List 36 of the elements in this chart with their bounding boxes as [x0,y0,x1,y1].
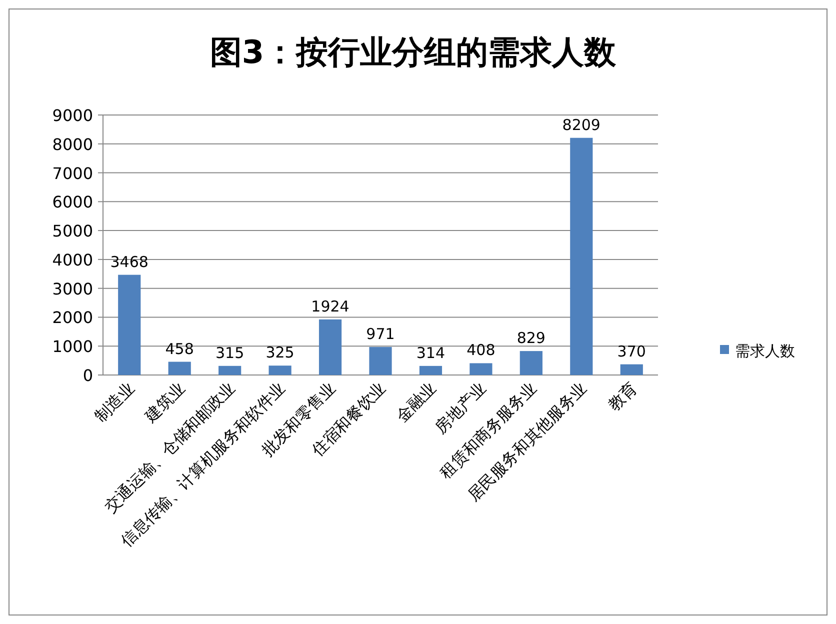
bar [419,366,442,375]
data-label: 408 [466,341,496,360]
bar [268,366,292,375]
bar [620,364,643,375]
data-label: 458 [165,340,194,358]
bar [520,351,542,375]
data-label: 315 [216,344,244,362]
y-tick-label: 5000 [52,222,93,241]
data-label: 8209 [562,116,600,134]
data-label: 971 [366,324,395,343]
y-tick-label: 6000 [52,192,93,212]
chart-title: 图3：按行业分组的需求人数 [210,33,618,71]
legend-label: 需求人数 [735,342,795,360]
bar [118,274,141,375]
y-tick-label: 7000 [52,164,93,183]
bar [218,366,242,375]
data-label: 370 [617,342,646,360]
bar [570,138,593,375]
y-tick-label: 8000 [52,134,93,154]
bar [168,362,191,375]
bar [369,346,392,375]
y-tick-label: 1000 [52,337,93,356]
y-tick-label: 4000 [52,250,93,270]
data-label: 1924 [311,297,350,316]
y-tick-label: 3000 [52,279,93,298]
y-tick-label: 0 [82,366,93,385]
data-label: 3468 [110,252,148,271]
x-tick-label: 制造业 [90,378,138,426]
data-label: 829 [516,329,546,348]
bar [318,319,342,375]
data-label: 314 [416,344,446,362]
y-tick-label: 9000 [52,106,93,125]
bar [470,363,492,375]
y-tick-label: 2000 [52,308,93,328]
data-label: 325 [266,344,294,362]
x-tick-label: 教育 [604,378,640,414]
